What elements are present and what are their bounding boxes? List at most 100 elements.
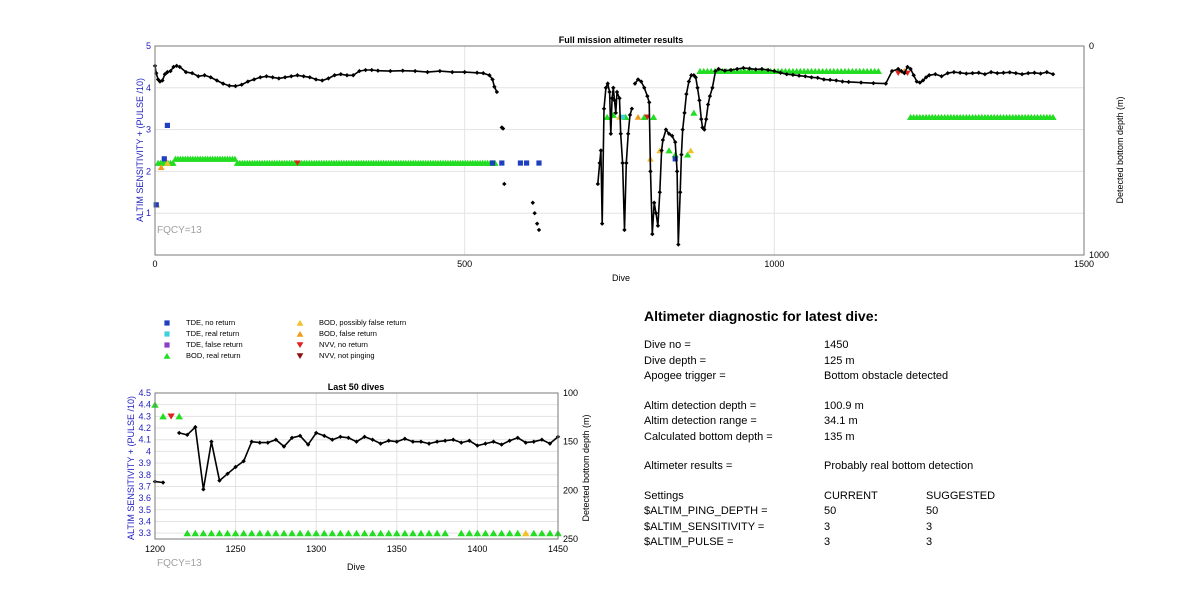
bottom-depth-point: [515, 435, 520, 440]
bottom-depth-point: [214, 78, 220, 83]
bottom-depth-point: [666, 131, 672, 136]
bod-real-return-marker: [360, 529, 369, 537]
bod-real-return-marker: [481, 529, 490, 537]
bod-real-return-marker: [546, 529, 554, 537]
bod-real-return-marker: [169, 159, 177, 166]
bottom-depth-point: [534, 221, 540, 226]
y-tick-label: 3.3: [138, 528, 151, 538]
bottom-depth-point: [883, 81, 889, 86]
last-50-dives-chart-title: Last 50 dives: [328, 382, 385, 392]
bottom-depth-point: [716, 66, 721, 72]
bottom-depth-point: [273, 437, 279, 442]
legend-triangle-up-marker: [163, 352, 171, 359]
bottom-depth-point: [338, 434, 343, 439]
bottom-depth-point: [939, 74, 944, 79]
bottom-depth-point: [722, 68, 727, 73]
diag-value: Probably real bottom detection: [824, 460, 974, 472]
x-tick-label: 1200: [145, 544, 165, 554]
bottom-depth-point: [926, 73, 932, 78]
legend-label: BOD, possibly false return: [319, 318, 407, 327]
bottom-depth-point: [434, 439, 440, 444]
bottom-depth-point: [332, 73, 337, 78]
bod-real-return-marker: [497, 529, 506, 537]
bottom-depth-point: [622, 227, 627, 233]
tde-no-return-marker: [517, 160, 524, 166]
bottom-depth-point: [945, 70, 950, 76]
y2-tick-label: 1000: [1089, 250, 1109, 260]
bottom-depth-point: [655, 223, 661, 228]
y2-tick-label: 200: [563, 485, 578, 495]
bottom-depth-point: [189, 70, 195, 76]
bottom-depth-point: [673, 139, 678, 145]
bod-real-return-marker: [409, 529, 417, 537]
bottom-depth-point: [386, 438, 391, 443]
bottom-depth-point: [710, 85, 715, 90]
bottom-depth-point: [663, 127, 669, 132]
bottom-depth-point: [241, 458, 246, 464]
bod-real-return-marker: [457, 529, 466, 537]
bottom-depth-point: [677, 190, 683, 195]
bottom-depth-point: [402, 436, 408, 441]
diag-suggested-header: SUGGESTED: [926, 489, 996, 502]
diag-value: 1450: [824, 339, 849, 351]
bottom-depth-point: [650, 231, 655, 237]
diag-row-altim-detection-range: Altim detection range = 34.1 m: [644, 414, 1064, 430]
full-mission-y2-ticks: 0 1000: [1089, 41, 1109, 260]
bottom-depth-point: [803, 74, 808, 79]
bottom-depth-point: [976, 70, 981, 75]
legend-marker: [164, 331, 170, 337]
last-50-gridlines: [155, 392, 558, 539]
bod-real-return-marker: [288, 529, 296, 537]
bottom-depth-point: [645, 93, 650, 99]
tde-no-return-marker: [536, 160, 542, 166]
bottom-depth-point: [676, 242, 681, 247]
full-mission-marks: [152, 63, 1057, 247]
y-tick-label: 3.4: [138, 516, 151, 526]
bottom-depth-point: [523, 440, 528, 445]
bottom-depth-point: [1007, 70, 1012, 75]
bottom-depth-point: [957, 70, 963, 75]
bottom-depth-point: [507, 438, 512, 443]
bottom-depth-point: [410, 439, 416, 444]
diag-label: $ALTIM_PULSE =: [644, 536, 734, 548]
bottom-depth-point: [363, 67, 368, 73]
x-tick-label: 1450: [548, 544, 568, 554]
bottom-depth-point: [282, 75, 288, 80]
bottom-depth-point: [970, 70, 975, 76]
bottom-depth-point: [322, 433, 327, 439]
legend-label: TDE, real return: [186, 329, 240, 338]
bottom-depth-point: [265, 440, 271, 445]
bottom-depth-point: [201, 487, 206, 492]
legend-triangle-up-marker: [296, 330, 304, 337]
bod-real-return-marker: [328, 529, 337, 537]
bod-real-return-marker: [312, 529, 320, 537]
diag-label: Altimeter results =: [644, 460, 733, 472]
bottom-depth-point: [704, 116, 709, 122]
bottom-depth-point: [612, 98, 617, 103]
bod-false-return-marker: [157, 164, 165, 170]
bottom-depth-point: [375, 68, 381, 73]
diag-suggested-value: 50: [926, 505, 939, 517]
bottom-depth-point: [362, 434, 367, 439]
bod-real-return-marker: [530, 529, 538, 537]
bottom-depth-point: [697, 98, 702, 103]
legend-square-marker: [164, 320, 170, 326]
y-tick-label: 4.5: [138, 388, 151, 398]
bottom-depth-point: [494, 89, 500, 95]
bod-real-return-marker: [417, 529, 425, 537]
bod-real-return-marker: [505, 529, 514, 537]
last-50-plot-frame: [154, 392, 559, 540]
diag-label: $ALTIM_PING_DEPTH =: [644, 505, 768, 517]
bottom-depth-point: [617, 96, 622, 101]
altimeter-diagnostic-panel: Altimeter diagnostic for latest dive: Di…: [644, 308, 1064, 551]
bottom-depth-point: [354, 439, 359, 444]
diag-row-altim-detection-depth: Altim detection depth = 100.9 m: [644, 399, 1064, 415]
last-50-x-label: Dive: [347, 562, 365, 572]
diag-row-settings-header: Settings CURRENT SUGGESTED: [644, 489, 1064, 505]
bottom-depth-point: [450, 69, 455, 75]
legend-label: BOD, false return: [319, 329, 377, 338]
bod-real-return-marker: [401, 529, 409, 537]
diag-label: Dive no =: [644, 339, 691, 351]
bottom-depth-point: [491, 439, 496, 444]
bottom-depth-point: [695, 85, 700, 90]
